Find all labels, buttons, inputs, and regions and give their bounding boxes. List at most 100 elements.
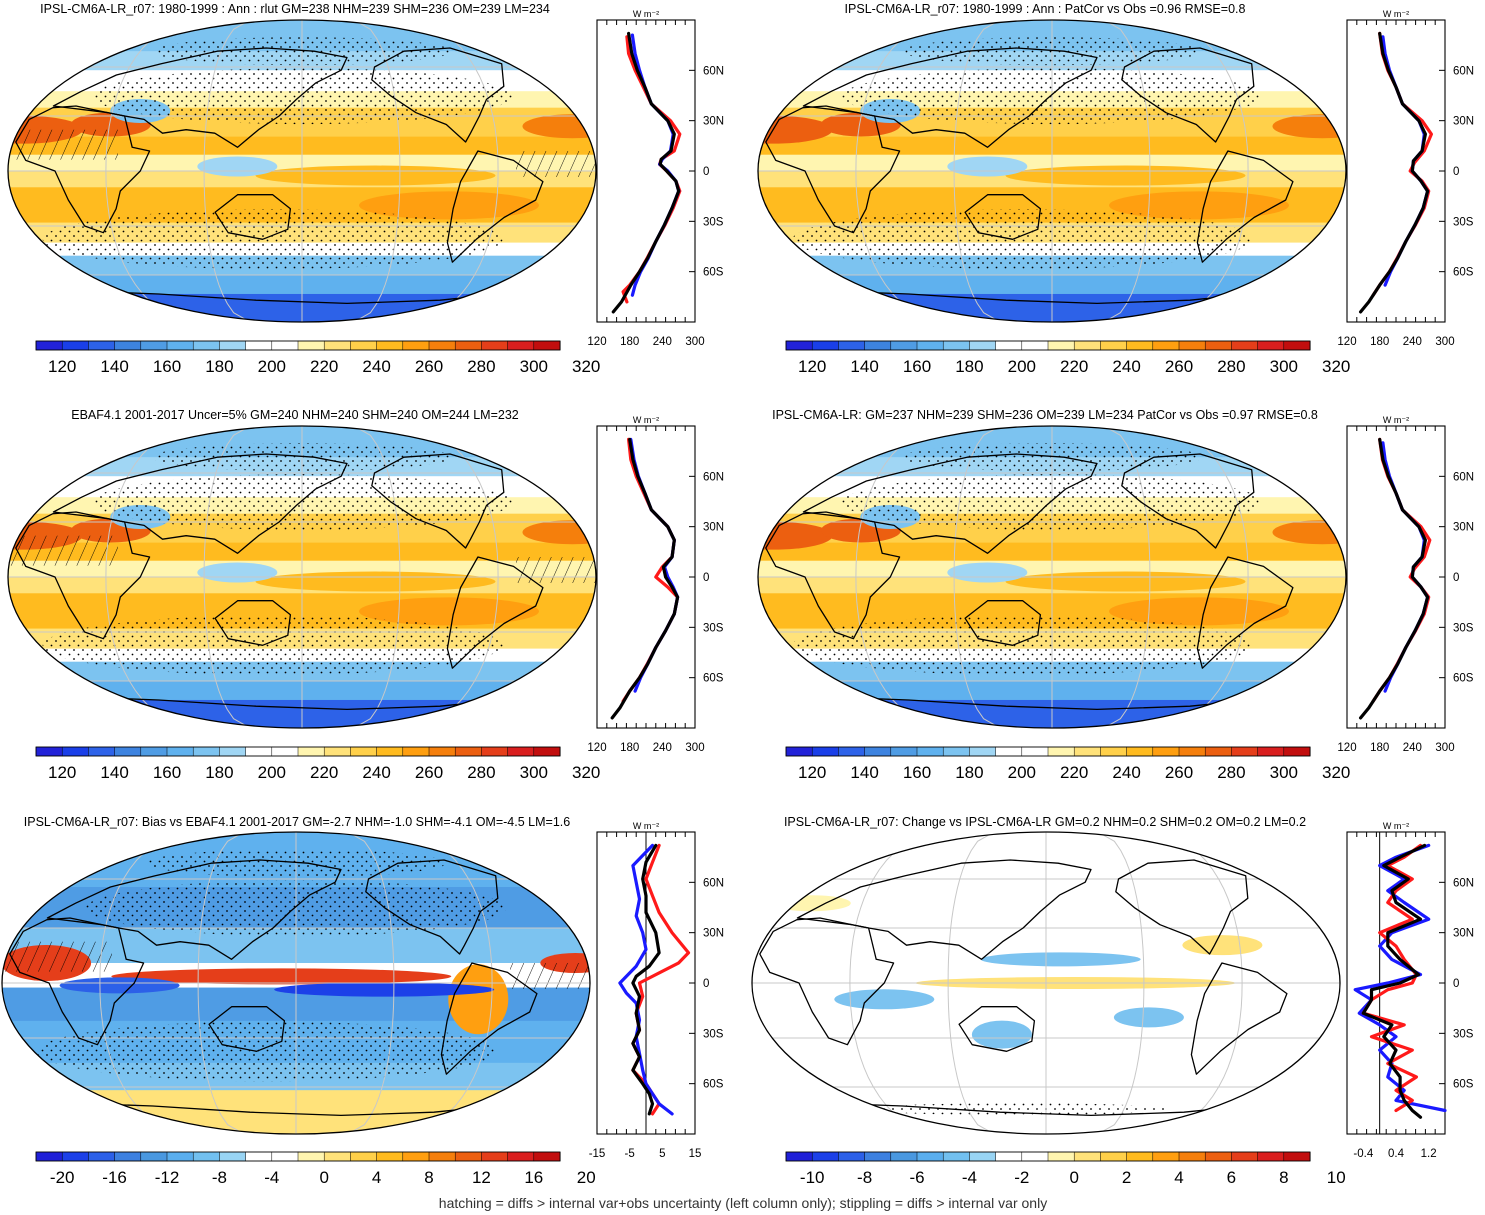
graticule-lon	[1097, 832, 1145, 1134]
x-tick-label: -5	[625, 1148, 635, 1160]
coastline-australia	[208, 1006, 286, 1052]
colorbar-tick-label: 200	[1008, 357, 1036, 376]
colorbar-swatch	[376, 746, 404, 757]
zonal-series-line	[1353, 843, 1447, 1113]
colorbar-swatch	[114, 746, 142, 757]
colorbar-tick-label: 260	[1165, 357, 1193, 376]
colorbar-swatch	[1073, 746, 1101, 757]
map-field	[758, 426, 1346, 728]
colorbar-swatch	[942, 340, 970, 351]
coastline-europe_asia	[52, 47, 348, 148]
y-tick-label: 60N	[1453, 65, 1474, 77]
y-tick-label: 0	[703, 572, 709, 584]
x-tick-label: 300	[685, 336, 704, 348]
graticule-lon	[953, 20, 1001, 322]
unit-label: W m⁻²	[633, 821, 659, 831]
x-tick-label: 240	[653, 336, 672, 348]
colorbar-swatch	[507, 1151, 535, 1162]
coastline-samerica	[1196, 556, 1294, 669]
colorbar-swatch	[402, 1151, 430, 1162]
colorbar-swatch	[245, 340, 273, 351]
zonal-series-line	[1361, 843, 1427, 1119]
panel-title: IPSL-CM6A-LR_r07: Bias vs EBAF4.1 2001-2…	[24, 815, 570, 829]
coastline-antarctica	[71, 290, 533, 305]
colorbar-swatch	[114, 1151, 142, 1162]
zonal-mean-plot: 120 180 240 300 60N 30N 0 30S 60S W m⁻²	[1337, 9, 1474, 348]
colorbar-swatch	[1283, 340, 1311, 351]
y-tick-label: 30S	[1453, 216, 1474, 228]
y-tick-label: 60S	[703, 267, 724, 279]
colorbar-swatch	[864, 1151, 892, 1162]
colorbar-tick-label: 320	[1322, 357, 1350, 376]
colorbar-tick-label: 300	[520, 357, 548, 376]
field-anomaly	[359, 191, 539, 220]
map-plot	[757, 425, 1347, 729]
coastline-samerica	[440, 962, 538, 1075]
colorbar-swatch	[1257, 340, 1285, 351]
colorbar-swatch	[271, 1151, 299, 1162]
stippling	[866, 1103, 1167, 1116]
map-plot	[7, 425, 597, 729]
colorbar-swatch	[140, 340, 168, 351]
colorbar-swatch	[166, 746, 194, 757]
map-field	[8, 426, 596, 728]
colorbar-swatch	[969, 746, 997, 757]
panel-title: IPSL-CM6A-LR_r07: Change vs IPSL-CM6A-LR…	[784, 815, 1306, 829]
colorbar-tick-label: 140	[100, 763, 128, 782]
colorbar-swatch	[271, 340, 299, 351]
graticule-lon	[347, 832, 395, 1134]
coastline-namerica	[365, 859, 499, 955]
colorbar-tick-label: -20	[50, 1168, 75, 1187]
graticule-lon	[849, 832, 943, 1134]
graticule-lon	[1155, 20, 1249, 322]
colorbar-swatch	[219, 340, 247, 351]
colorbar-tick-label: 2	[1122, 1168, 1131, 1187]
y-tick-label: 60N	[1453, 877, 1474, 889]
colorbar-tick-label: 8	[424, 1168, 433, 1187]
x-tick-label: 240	[653, 742, 672, 754]
y-tick-label: 60S	[703, 673, 724, 685]
y-tick-label: 30N	[1453, 928, 1474, 940]
x-tick-label: 180	[1370, 742, 1389, 754]
field-anomaly	[834, 989, 935, 1010]
colorbar-tick-label: 160	[903, 357, 931, 376]
field-anomaly	[1109, 191, 1289, 220]
colorbar-swatch	[1178, 746, 1206, 757]
x-tick-label: 15	[689, 1148, 702, 1160]
colorbar-tick-label: 20	[577, 1168, 596, 1187]
colorbar-frame	[35, 1151, 561, 1162]
field-anomaly	[255, 165, 496, 186]
field-anomaly	[448, 964, 509, 1035]
colorbar-swatch	[1126, 1151, 1154, 1162]
coastline-samerica	[446, 556, 544, 669]
graticule-lon	[399, 832, 493, 1134]
colorbar-tick-label: 280	[467, 763, 495, 782]
colorbar-tick-label: 4	[1174, 1168, 1183, 1187]
coastline-antarctica	[65, 1102, 527, 1117]
coastline-antarctica	[815, 1102, 1277, 1117]
colorbar-tick-label: 180	[205, 763, 233, 782]
graticule-lon	[353, 426, 401, 728]
x-tick-label: 120	[1337, 742, 1356, 754]
field-anomaly	[522, 114, 596, 139]
graticule-lon	[1103, 20, 1151, 322]
colorbar-tick-label: 120	[48, 357, 76, 376]
colorbar-swatch	[481, 1151, 509, 1162]
colorbar-tick-label: -8	[857, 1168, 872, 1187]
colorbar-swatch	[428, 746, 456, 757]
colorbar-swatch	[890, 340, 918, 351]
hatching	[516, 150, 596, 177]
field-anomaly	[971, 1020, 1032, 1049]
colorbar-swatch	[88, 340, 116, 351]
colorbar-swatch	[297, 746, 325, 757]
colorbar-swatch	[297, 340, 325, 351]
graticule-lon	[105, 20, 199, 322]
y-tick-label: 30N	[703, 522, 724, 534]
colorbar-swatch	[1152, 746, 1180, 757]
map-plot	[751, 831, 1341, 1135]
zonal-series-line	[1361, 843, 1423, 1113]
colorbar-swatch	[1152, 340, 1180, 351]
zonal-series-line	[618, 843, 674, 1116]
y-tick-label: 60N	[1453, 471, 1474, 483]
panel-title: IPSL-CM6A-LR_r07: 1980-1999 : Ann : PatC…	[845, 2, 1246, 16]
